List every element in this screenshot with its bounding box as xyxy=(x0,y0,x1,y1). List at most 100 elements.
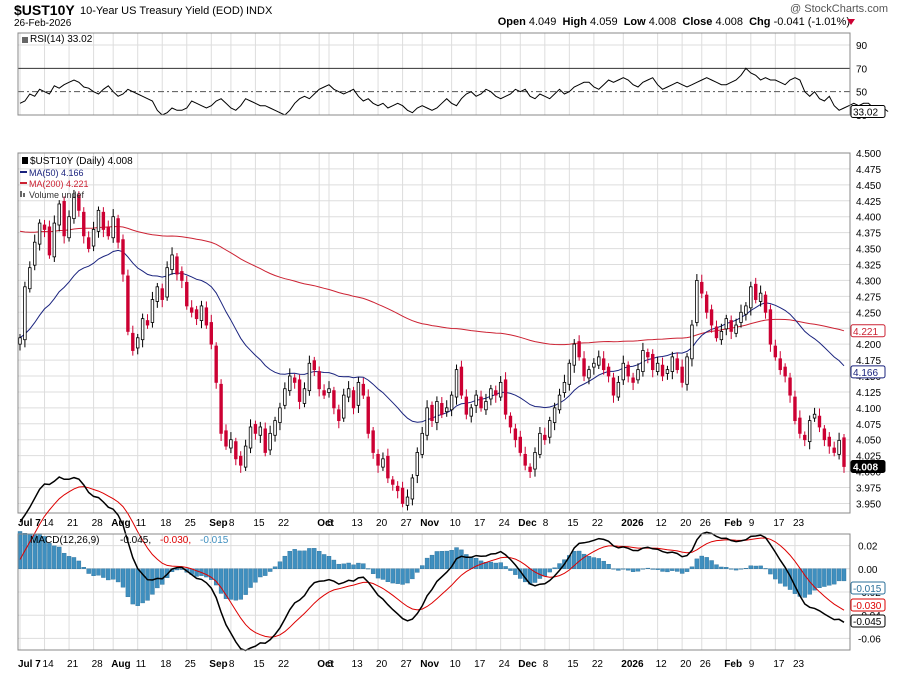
ohlc-readout: Open 4.049 High 4.059 Low 4.008 Close 4.… xyxy=(498,16,850,28)
rsi-last-value: 33.02 xyxy=(853,107,878,118)
candle-body xyxy=(57,203,61,226)
macd-histogram-bar xyxy=(346,562,351,569)
macd-histogram-bar xyxy=(581,553,587,570)
macd-histogram-bar xyxy=(621,568,626,570)
candle-body xyxy=(111,216,115,239)
candle-body xyxy=(150,299,155,323)
rsi-legend-icon xyxy=(22,37,28,43)
x-tick-label-bottom: 27 xyxy=(401,659,413,670)
macd-histogram-bar xyxy=(375,568,381,579)
candle-body xyxy=(297,379,302,402)
candle-body xyxy=(616,381,621,398)
macd-histogram-bar xyxy=(679,568,685,574)
x-tick-label-bottom: 9 xyxy=(749,659,755,670)
price-tick-label: 4.425 xyxy=(856,197,881,208)
candle-body xyxy=(714,326,719,339)
candle-body xyxy=(695,280,699,323)
instrument-name: 10-Year US Treasury Yield (EOD) xyxy=(80,5,244,17)
candle-body xyxy=(96,209,101,232)
candle-body xyxy=(425,407,429,436)
x-tick-label-top: 27 xyxy=(401,518,413,529)
candle-body xyxy=(185,281,189,307)
x-tick-label-top: Aug xyxy=(111,518,130,529)
price-tick-label: 4.400 xyxy=(856,213,881,224)
price-tick-label: 4.300 xyxy=(856,276,881,287)
ma200-legend: MA(200) 4.221 xyxy=(29,179,89,189)
x-tick-label-top: Feb xyxy=(724,518,742,529)
x-tick-label-bottom: Jul 7 xyxy=(18,659,41,670)
candle-body xyxy=(562,381,567,393)
candle-body xyxy=(405,496,410,506)
candle-body xyxy=(670,356,675,372)
candle-body xyxy=(724,318,728,330)
x-tick-label-bottom: 23 xyxy=(793,659,805,670)
candle-body xyxy=(381,458,385,468)
candle-body xyxy=(572,343,576,366)
x-tick-label-bottom: 8 xyxy=(229,659,235,670)
macd-histogram-bar xyxy=(738,568,744,570)
macd-histogram-bar xyxy=(370,568,376,574)
macd-histogram-bar xyxy=(194,568,199,577)
candle-body xyxy=(587,369,591,379)
macd-histogram-bar xyxy=(694,558,700,569)
symbol-title: $UST10Y xyxy=(14,2,75,18)
low-value: 4.008 xyxy=(648,16,677,28)
macd-histogram-bar xyxy=(586,556,592,570)
macd-histogram-bar xyxy=(233,568,239,601)
macd-histogram-bar xyxy=(253,568,258,583)
candle-body xyxy=(709,309,714,326)
price-background xyxy=(18,153,850,513)
macd-histogram-bar xyxy=(272,566,278,570)
candle-body xyxy=(33,241,37,266)
macd-histogram-bar xyxy=(302,550,307,570)
candle-body xyxy=(749,286,753,309)
chg-label: Chg xyxy=(749,16,771,28)
macd-histogram-bar xyxy=(459,549,464,569)
candle-body xyxy=(744,305,748,315)
macd-histogram-bar xyxy=(572,551,577,569)
macd-panel: 0.020.00-0.02-0.04-0.06MACD(12,26,9)-0.0… xyxy=(17,476,886,652)
macd-histogram-bar xyxy=(341,563,346,569)
macd-histogram-bar xyxy=(258,568,263,578)
candle-body xyxy=(773,345,778,358)
candle-body xyxy=(239,455,243,466)
x-tick-label-top: 11 xyxy=(136,518,147,529)
candle-body xyxy=(317,371,321,390)
candle-body xyxy=(175,256,179,275)
macd-histogram-bar xyxy=(106,568,111,581)
price-tick-label: 4.275 xyxy=(856,292,881,303)
x-tick-label-bottom: 10 xyxy=(450,659,462,670)
macd-histogram-bar xyxy=(547,568,552,573)
rsi-tick-label: 70 xyxy=(856,64,868,75)
candle-body xyxy=(822,428,827,441)
macd-histogram-bar xyxy=(778,568,783,584)
candle-body xyxy=(798,417,802,434)
macd-histogram-bar xyxy=(316,551,322,570)
close-label: Close xyxy=(682,16,713,28)
candle-body xyxy=(577,341,581,358)
x-tick-label-top: 13 xyxy=(352,518,364,529)
macd-histogram-bar xyxy=(390,568,395,584)
macd-histogram-bar xyxy=(405,568,410,584)
candle-body xyxy=(199,305,204,321)
macd-histogram-bar xyxy=(449,550,454,570)
macd-histogram-bar xyxy=(733,568,739,571)
macd-histogram-bar xyxy=(444,550,449,570)
candle-body xyxy=(214,345,218,383)
candle-body xyxy=(454,369,459,398)
x-tick-label-bottom: 17 xyxy=(474,659,486,670)
candle-body xyxy=(342,394,346,419)
macd-histogram-bar xyxy=(473,558,479,570)
ma50-last-label: 4.166 xyxy=(853,368,878,379)
candle-body xyxy=(567,362,572,385)
candle-body xyxy=(680,366,684,383)
macd-legend-value: -0.045, xyxy=(120,535,151,546)
macd-histogram-bar xyxy=(660,568,665,572)
price-tick-label: 4.325 xyxy=(856,261,881,272)
macd-histogram-bar xyxy=(601,560,606,569)
x-tick-label-top: 28 xyxy=(92,518,104,529)
candle-body xyxy=(430,404,434,422)
candle-body xyxy=(136,337,140,349)
